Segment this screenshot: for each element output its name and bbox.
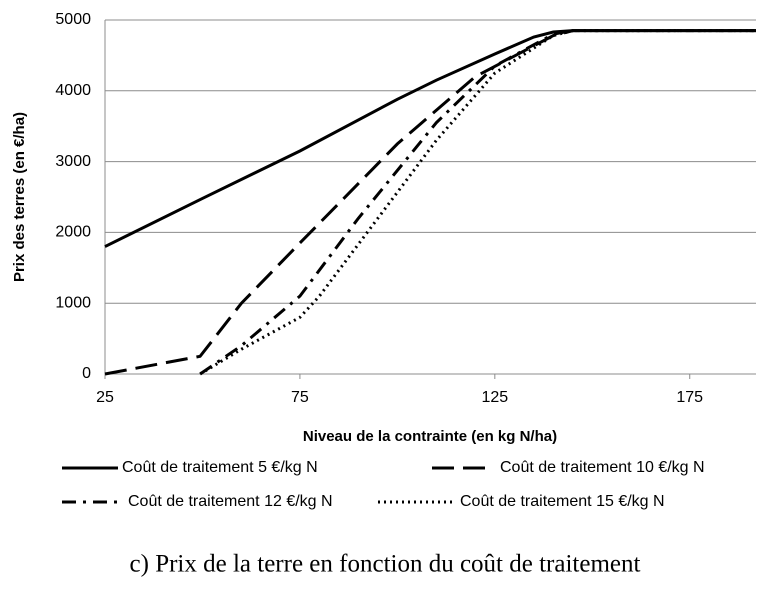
caption: c) Prix de la terre en fonction du coût … bbox=[130, 551, 641, 578]
y-tick-label: 2000 bbox=[55, 224, 91, 241]
line-series bbox=[104, 29, 756, 248]
y-tick-label: 3000 bbox=[55, 153, 91, 170]
line-series bbox=[199, 29, 756, 376]
line-series bbox=[199, 29, 756, 376]
y-tick-label: 1000 bbox=[55, 294, 91, 311]
x-tick-label: 75 bbox=[291, 389, 309, 406]
x-tick-label: 175 bbox=[676, 389, 703, 406]
x-tick-label: 25 bbox=[96, 389, 114, 406]
x-axis-label: Niveau de la contrainte (en kg N/ha) bbox=[303, 428, 557, 445]
y-tick-label: 4000 bbox=[55, 82, 91, 99]
y-axis-label: Prix des terres (en €/ha) bbox=[11, 112, 28, 282]
y-tick-label: 0 bbox=[82, 365, 91, 382]
legend-label: Coût de traitement 5 €/kg N bbox=[122, 459, 318, 476]
legend-label: Coût de traitement 12 €/kg N bbox=[128, 493, 333, 510]
legend-label: Coût de traitement 10 €/kg N bbox=[500, 459, 705, 476]
x-tick-label: 125 bbox=[481, 389, 508, 406]
y-tick-label: 5000 bbox=[55, 11, 91, 28]
legend-label: Coût de traitement 15 €/kg N bbox=[460, 493, 665, 510]
